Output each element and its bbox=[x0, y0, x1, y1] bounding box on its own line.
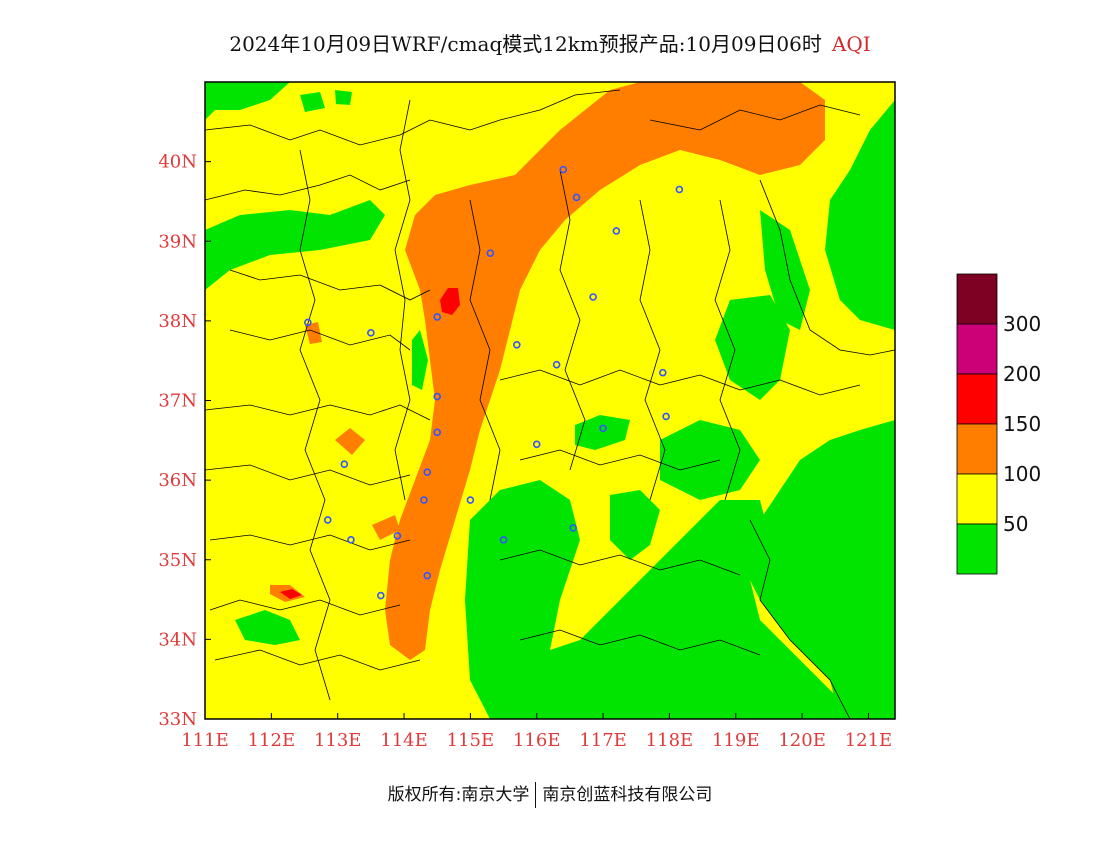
legend-label: 300 bbox=[1003, 312, 1041, 336]
aqi-legend: 300 200 150 100 50 bbox=[956, 273, 1041, 575]
aqi-zone-unhealthy-spot-2 bbox=[280, 589, 302, 599]
city-marker bbox=[599, 424, 607, 433]
legend-label: 100 bbox=[1003, 462, 1041, 486]
aqi-zone-good-north-strip bbox=[760, 210, 810, 330]
x-tick-label: 119E bbox=[712, 730, 760, 751]
x-tick-label: 113E bbox=[314, 730, 362, 751]
city-marker bbox=[552, 360, 561, 369]
city-marker bbox=[323, 516, 332, 524]
city-marker bbox=[433, 313, 442, 321]
city-marker bbox=[347, 536, 355, 544]
aqi-zone-sensitive-small-2 bbox=[305, 322, 322, 344]
city-marker bbox=[532, 440, 541, 449]
city-marker bbox=[420, 496, 428, 504]
city-marker bbox=[393, 532, 402, 540]
city-marker bbox=[340, 460, 349, 469]
legend-swatch bbox=[956, 273, 998, 325]
legend-swatch bbox=[956, 473, 998, 525]
city-marker bbox=[466, 496, 475, 504]
y-tick-label: 40N bbox=[158, 152, 197, 173]
y-tick-label: 34N bbox=[158, 629, 197, 650]
city-marker bbox=[433, 392, 442, 401]
aqi-zone-good-north-small bbox=[300, 92, 325, 112]
legend-swatch bbox=[956, 423, 998, 475]
x-tick-label: 117E bbox=[579, 730, 627, 751]
map-title-main: 2024年10月09日WRF/cmaq模式12km预报产品:10月09日06时 bbox=[229, 32, 822, 56]
x-tick-label: 114E bbox=[380, 730, 428, 751]
aqi-zone-good-northeast bbox=[825, 100, 895, 330]
city-marker bbox=[612, 227, 621, 235]
legend-label: 150 bbox=[1003, 412, 1041, 436]
y-tick-label: 37N bbox=[158, 391, 197, 412]
aqi-zone-unhealthy-spot-1 bbox=[440, 288, 460, 315]
city-marker bbox=[377, 591, 385, 600]
x-tick-label: 111E bbox=[181, 730, 229, 751]
aqi-zone-sensitive-band bbox=[385, 82, 825, 660]
legend-swatch bbox=[956, 373, 998, 425]
aqi-zone-good-south-center bbox=[465, 480, 850, 719]
city-marker bbox=[367, 329, 375, 337]
aqi-zone-good-east-sea bbox=[740, 82, 895, 719]
city-marker bbox=[675, 185, 684, 194]
copyright-left: 版权所有:南京大学 bbox=[387, 785, 530, 805]
copyright-right: 南京创蓝科技有限公司 bbox=[542, 785, 713, 805]
city-marker bbox=[304, 318, 312, 327]
legend-label: 200 bbox=[1003, 362, 1041, 386]
aqi-zone-good-east-mid bbox=[660, 420, 760, 500]
copyright-footer: 版权所有:南京大学 南京创蓝科技有限公司 bbox=[0, 780, 1100, 808]
x-tick-label: 116E bbox=[513, 730, 561, 751]
city-marker bbox=[662, 412, 670, 421]
aqi-zone-good-north-small2 bbox=[335, 90, 352, 105]
city-marker bbox=[569, 524, 578, 532]
city-marker bbox=[499, 536, 508, 544]
axis-ticks: 111E 112E 113E 114E 115E 116E 117E 118E 119E 120E… bbox=[158, 152, 892, 751]
map-title-aqi-label: AQI bbox=[831, 32, 871, 56]
y-tick-label: 33N bbox=[158, 709, 197, 730]
admin-boundaries bbox=[205, 89, 895, 719]
city-marker bbox=[423, 571, 432, 580]
aqi-zone-good-northwest bbox=[205, 82, 290, 120]
city-markers bbox=[304, 165, 684, 600]
city-marker bbox=[559, 165, 568, 174]
x-tick-label: 115E bbox=[447, 730, 495, 751]
city-marker bbox=[513, 340, 521, 349]
x-tick-label: 121E bbox=[845, 730, 893, 751]
y-tick-label: 39N bbox=[158, 231, 197, 252]
aqi-zone-sensitive-small-1 bbox=[335, 428, 365, 455]
x-tick-label: 120E bbox=[778, 730, 826, 751]
city-marker bbox=[572, 193, 581, 202]
aqi-zone-good-west bbox=[205, 200, 385, 290]
y-tick-label: 36N bbox=[158, 470, 197, 491]
y-tick-label: 35N bbox=[158, 550, 197, 571]
city-marker bbox=[589, 293, 597, 301]
aqi-zone-good-hebei-strip bbox=[412, 330, 428, 390]
footer-separator bbox=[535, 782, 537, 808]
city-marker bbox=[423, 468, 432, 476]
aqi-zone-good-center-blob bbox=[715, 295, 790, 400]
aqi-field bbox=[205, 82, 895, 719]
map-title: 2024年10月09日WRF/cmaq模式12km预报产品:10月09日06时 A… bbox=[0, 28, 1100, 57]
legend-label: 50 bbox=[1003, 512, 1028, 536]
x-tick-label: 118E bbox=[646, 730, 694, 751]
legend-swatch bbox=[956, 323, 998, 375]
x-tick-label: 112E bbox=[248, 730, 296, 751]
aqi-zone-good-sd-small bbox=[575, 415, 630, 450]
y-tick-label: 38N bbox=[158, 311, 197, 332]
city-marker bbox=[433, 428, 442, 437]
aqi-zone-good-sw2 bbox=[610, 490, 660, 560]
aqi-zone-sensitive-small-4 bbox=[372, 515, 400, 540]
aqi-zone-good-sw bbox=[235, 610, 300, 645]
city-marker bbox=[658, 368, 667, 377]
city-marker bbox=[486, 249, 495, 257]
legend-swatch bbox=[956, 523, 998, 575]
